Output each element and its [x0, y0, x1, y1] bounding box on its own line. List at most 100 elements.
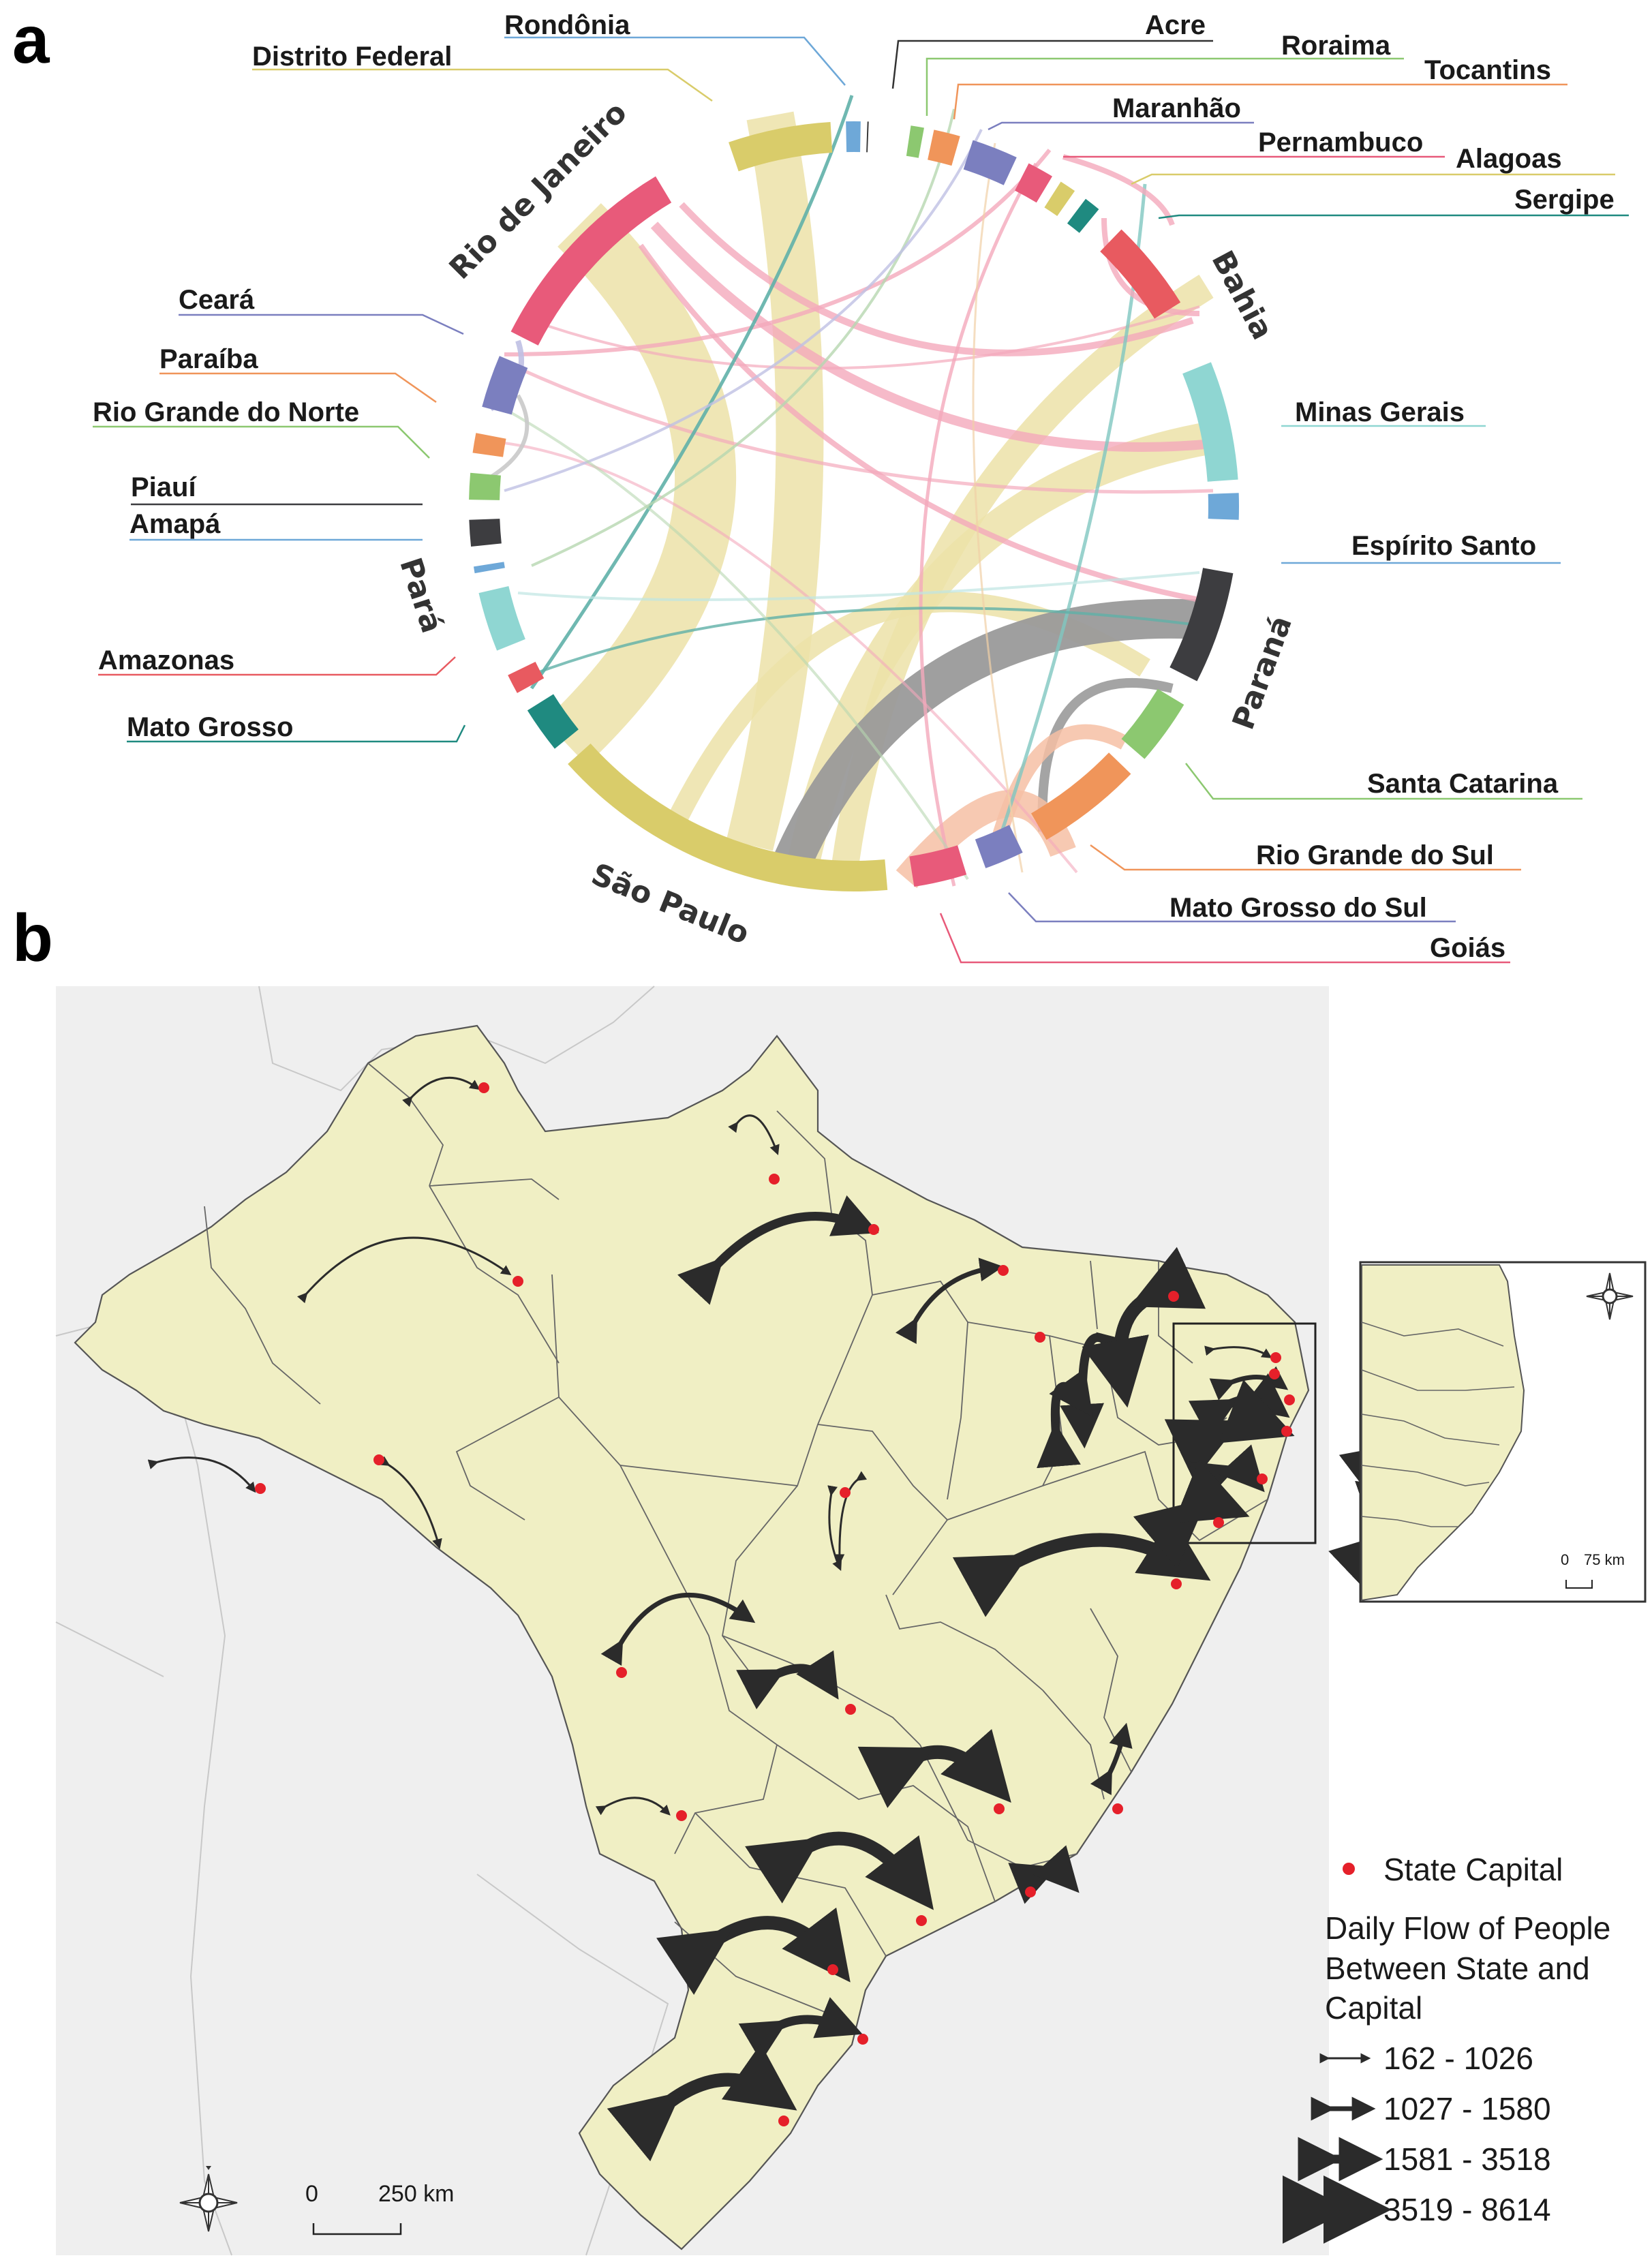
chord-arc-mato-grosso: [527, 694, 579, 749]
legend-capital-label: State Capital: [1383, 1852, 1563, 1887]
flow-arrow-23: [1204, 1345, 1272, 1358]
ribbon-parana-rs: [1037, 678, 1174, 832]
ribbon-sp-parana: [772, 598, 1214, 874]
chord-arc-cear-: [482, 356, 528, 415]
chord-arc-tocantins: [928, 129, 960, 166]
arc-label-par-: Pará: [393, 553, 449, 637]
flow-arrow-12: [600, 1592, 756, 1666]
leader-line-19: [98, 656, 456, 676]
ribbon-maranhao-piaui: [504, 129, 983, 492]
capital-dot-17: [845, 1704, 856, 1715]
chord-arc-minas-gerais: [1182, 362, 1238, 482]
capital-dot-2: [868, 1224, 879, 1235]
state-label-para-ba: Paraíba: [159, 344, 258, 374]
chord-arc-amazonas: [508, 661, 545, 693]
capital-dot-23: [827, 1964, 838, 1975]
capital-dot-11: [1213, 1517, 1224, 1528]
ribbon-pe-ceara: [504, 149, 1052, 356]
flow-arrow-1: [728, 1114, 780, 1156]
capital-dot-14: [373, 1454, 384, 1465]
leader-line-4: [953, 83, 1567, 120]
flow-arrow-26: [1164, 1379, 1295, 1481]
leader-line-18: [127, 724, 466, 743]
leader-line-25: [179, 314, 464, 335]
flow-arrow-4: [895, 1257, 1004, 1345]
ribbon-pe-alagoas: [1062, 154, 1175, 226]
state-label-minas-gerais: Minas Gerais: [1295, 397, 1465, 427]
capital-dot-0: [478, 1082, 489, 1093]
leader-line-16: [939, 913, 1510, 964]
state-label-santa-catarina: Santa Catarina: [1367, 769, 1559, 799]
chord-arc-rio-de-janeiro: [510, 176, 672, 346]
capital-dot-16: [840, 1487, 851, 1498]
legend-capital-dot: [1343, 1863, 1355, 1875]
capital-dot-10: [1257, 1473, 1268, 1484]
leader-line-13: [1185, 763, 1582, 800]
chord-arc-rond-nia: [846, 121, 861, 153]
state-label-acre: Acre: [1145, 10, 1206, 40]
panel-a-letter: a: [12, 2, 50, 77]
state-label-rond-nia: Rondônia: [504, 10, 630, 40]
inset-scale-bar: 0 75 km: [1561, 1551, 1625, 1589]
northeast-inset: [1359, 1261, 1647, 1603]
state-label-sergipe: Sergipe: [1514, 185, 1615, 215]
leader-line-3: [926, 57, 1404, 116]
capital-dot-25: [778, 2116, 789, 2126]
capital-dot-6: [1168, 1291, 1179, 1302]
capital-dot-9: [1281, 1426, 1292, 1437]
leader-line-0: [504, 36, 846, 86]
flow-arrow-9: [1082, 1247, 1206, 1408]
flow-arrow-13: [736, 1650, 839, 1709]
state-label-pernambuco: Pernambuco: [1258, 127, 1423, 157]
chord-arc-s-o-paulo: [568, 743, 888, 891]
chord-arc-acre: [866, 121, 869, 153]
flow-arrow-18: [745, 1831, 934, 1910]
inset-land: [1361, 1264, 1525, 1602]
ribbon-ceara-bahia: [531, 305, 1200, 370]
leader-line-2: [891, 40, 1213, 89]
chord-arc-piau-: [469, 519, 502, 547]
leader-line-23: [93, 425, 430, 459]
leader-line-7: [1131, 173, 1615, 185]
flow-arrow-11: [834, 1471, 868, 1565]
capital-dot-22: [676, 1810, 687, 1821]
scale-zero: 0: [305, 2181, 318, 2207]
ribbon-sp-df: [726, 111, 824, 851]
chord-arc-bahia: [1100, 229, 1181, 319]
flow-arrow-0: [401, 1076, 480, 1108]
capital-dot-5: [1035, 1332, 1045, 1343]
flow-arrow-5: [147, 1456, 256, 1493]
state-label-cear-: Ceará: [179, 285, 255, 315]
scale-distance: 250 km: [378, 2181, 455, 2207]
chord-arc-mato-grosso-do-sul: [975, 825, 1023, 868]
capital-dot-21: [916, 1915, 927, 1926]
flow-arrow-6: [378, 1456, 442, 1550]
ribbon-rondonia-mt: [530, 95, 854, 690]
chord-arc-rio-grande-do-sul: [1031, 752, 1131, 840]
capital-dot-24: [857, 2034, 868, 2045]
capital-dot-15: [616, 1667, 627, 1678]
state-label-mato-grosso-do-sul: Mato Grosso do Sul: [1169, 893, 1427, 923]
flow-arrow-2: [297, 1236, 512, 1304]
brazil-map: [55, 986, 1329, 2256]
state-label-rio-grande-do-sul: Rio Grande do Sul: [1256, 840, 1494, 870]
state-label-mato-grosso: Mato Grosso: [127, 712, 293, 742]
state-label-esp-rito-santo: Espírito Santo: [1351, 531, 1536, 561]
capital-dot-13: [255, 1483, 266, 1494]
inset-scale-zero: 0: [1561, 1551, 1569, 1568]
chord-arc-pernambuco: [1015, 163, 1052, 203]
compass-rose-icon: [179, 2166, 238, 2232]
legend-classes: 162 - 1026 1027 - 1580 1581 - 3518 3519 - 8…: [1282, 2041, 1551, 2244]
leader-line-5: [988, 121, 1254, 131]
chord-arc-santa-catarina: [1121, 688, 1184, 759]
flow-arrow-14: [857, 1728, 1011, 1808]
chord-arc-sergipe: [1067, 198, 1099, 233]
leader-line-14: [1090, 844, 1521, 871]
chord-arc-maranh-o: [963, 140, 1017, 185]
capital-dot-1: [769, 1174, 780, 1185]
capital-dot-7: [1270, 1352, 1281, 1363]
capital-dot-20: [1025, 1887, 1036, 1897]
chord-labels: Rondônia Distrito Federal Acre Roraima Tocan…: [93, 10, 1629, 964]
ribbon-roraima-para: [531, 108, 955, 567]
